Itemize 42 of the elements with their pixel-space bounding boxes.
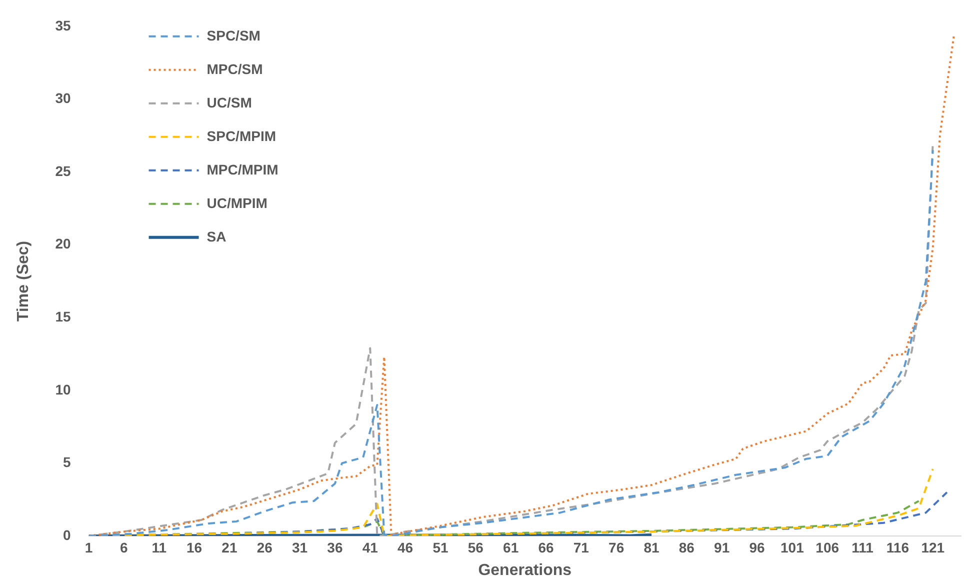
x-tick-label: 71 (573, 539, 590, 556)
legend-label: MPC/SM (206, 60, 263, 77)
x-tick-label: 101 (780, 539, 804, 556)
x-tick-label: 11 (152, 539, 167, 556)
x-tick-label: 116 (886, 539, 910, 556)
x-tick-label: 16 (186, 539, 202, 556)
x-tick-label: 56 (468, 539, 484, 556)
y-tick-label: 10 (55, 381, 71, 398)
x-tick-label: 96 (749, 539, 766, 556)
x-tick-label: 26 (256, 539, 273, 556)
legend-label: SPC/SM (206, 27, 260, 44)
legend-label: SPC/MPIM (206, 128, 276, 144)
y-tick-label: 5 (62, 454, 71, 470)
x-tick-label: 111 (852, 539, 874, 556)
y-axis-title: Time (Sec) (15, 240, 32, 322)
x-tick-label: 66 (538, 539, 554, 556)
x-tick-label: 106 (816, 539, 840, 556)
x-axis-title: Generations (478, 562, 572, 579)
x-tick-label: 61 (503, 539, 519, 556)
x-tick-label: 31 (292, 539, 308, 556)
legend-label: SA (206, 228, 226, 244)
y-tick-label: 25 (55, 162, 71, 179)
y-tick-label: 0 (62, 526, 71, 543)
x-tick-label: 51 (432, 539, 448, 556)
y-tick-label: 15 (55, 308, 71, 324)
x-tick-label: 1 (84, 539, 93, 556)
legend-label: MPC/MPIM (206, 161, 278, 178)
y-tick-label: 35 (55, 17, 71, 34)
x-tick-label: 121 (921, 539, 945, 556)
x-tick-label: 36 (327, 539, 343, 556)
y-tick-label: 30 (55, 90, 71, 106)
x-tick-label: 6 (120, 539, 128, 556)
x-tick-label: 46 (398, 539, 414, 556)
x-tick-label: 21 (222, 539, 238, 556)
x-tick-label: 86 (678, 539, 695, 556)
x-tick-label: 76 (608, 539, 624, 556)
legend-label: UC/SM (206, 94, 252, 110)
legend-label: UC/MPIM (206, 194, 268, 211)
x-tick-label: 41 (362, 539, 378, 556)
x-tick-label: 81 (644, 539, 660, 556)
y-tick-label: 20 (55, 236, 71, 252)
x-tick-label: 91 (714, 539, 730, 556)
